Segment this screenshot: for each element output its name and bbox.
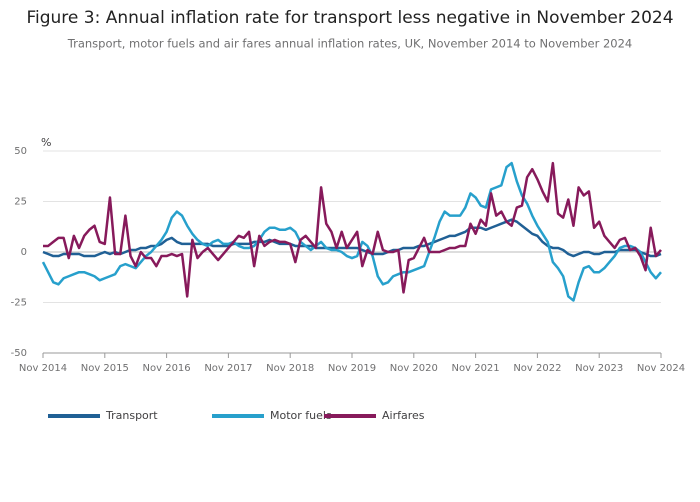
series-line xyxy=(42,218,662,258)
y-tick-label: -50 xyxy=(11,348,27,359)
x-tick-label: Nov 2024 xyxy=(637,363,685,374)
x-tick-label: Nov 2022 xyxy=(513,363,561,374)
x-tick-label: Nov 2015 xyxy=(81,363,129,374)
chart-title: Figure 3: Annual inflation rate for tran… xyxy=(26,8,673,28)
series-line xyxy=(41,161,662,302)
legend-label: Airfares xyxy=(382,409,425,422)
y-tick-label: 50 xyxy=(14,146,27,157)
legend-label: Motor fuels xyxy=(270,409,332,422)
x-tick-label: Nov 2019 xyxy=(328,363,376,374)
x-tick-label: Nov 2014 xyxy=(19,363,67,374)
y-tick-label: 0 xyxy=(21,247,27,258)
y-tick-label: -25 xyxy=(11,298,27,309)
x-tick-label: Nov 2016 xyxy=(143,363,191,374)
x-tick-label: Nov 2020 xyxy=(390,363,438,374)
y-axis-label: % xyxy=(41,136,51,149)
chart-subtitle: Transport, motor fuels and air fares ann… xyxy=(67,37,632,51)
x-tick-label: Nov 2021 xyxy=(452,363,500,374)
series-line xyxy=(43,161,662,298)
legend-label: Transport xyxy=(105,409,158,422)
x-tick-label: Nov 2018 xyxy=(266,363,314,374)
y-tick-label: 25 xyxy=(14,197,27,208)
x-tick-label: Nov 2017 xyxy=(204,363,252,374)
x-tick-label: Nov 2023 xyxy=(575,363,623,374)
